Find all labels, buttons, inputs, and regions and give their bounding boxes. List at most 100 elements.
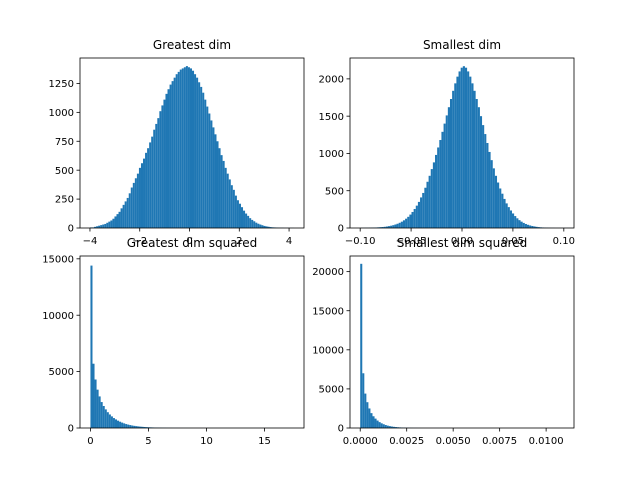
bar: [121, 422, 124, 428]
bar: [245, 213, 248, 228]
bar: [100, 402, 103, 428]
bar: [372, 416, 375, 428]
y-tick-label: 0: [338, 424, 344, 435]
bar: [94, 379, 97, 428]
bar: [439, 140, 442, 228]
bar: [420, 197, 423, 228]
bar: [139, 426, 142, 428]
bar: [368, 408, 371, 428]
x-tick-label: −2: [132, 236, 147, 247]
bar: [257, 223, 260, 228]
x-tick-label: 0: [186, 236, 192, 247]
bar: [381, 227, 384, 228]
x-tick-label: −0.05: [396, 236, 427, 247]
bar: [114, 419, 118, 428]
bar: [387, 226, 391, 228]
bar: [138, 167, 141, 228]
bar: [430, 169, 433, 228]
bar: [102, 224, 105, 228]
bar: [247, 215, 250, 228]
bar: [386, 425, 389, 428]
axes-frame: [349, 255, 575, 429]
bar: [390, 426, 393, 428]
bar: [175, 74, 178, 228]
bar: [123, 423, 126, 428]
bar: [116, 214, 119, 228]
bar: [147, 148, 150, 228]
bar: [449, 99, 453, 228]
bar: [98, 225, 101, 228]
bar: [165, 93, 168, 228]
bar: [96, 226, 99, 228]
subplot-3: 0 5 10 15 0 5000 10000 15000 Greatest dim square…: [42, 236, 305, 447]
bar: [192, 70, 195, 228]
bar: [533, 226, 536, 228]
bar: [127, 424, 130, 428]
bar: [407, 216, 410, 228]
bar: [454, 83, 457, 228]
chart-title: Smallest dim: [423, 38, 501, 52]
bar: [171, 81, 174, 229]
bar: [382, 424, 385, 428]
bar: [135, 426, 138, 428]
bar: [385, 226, 388, 228]
histogram-bars: [90, 265, 295, 428]
bar: [218, 148, 221, 228]
bar: [228, 179, 231, 228]
bar: [234, 195, 237, 228]
x-tick-label: 4: [286, 236, 292, 247]
bar: [473, 90, 476, 229]
bar: [422, 192, 425, 228]
chart-title: Smallest dim squared: [397, 236, 527, 250]
subplot-4: 0.0000 0.0025 0.0050 0.0075 0.0100 0 5000 10000…: [312, 236, 575, 447]
bar: [370, 413, 373, 428]
y-tick-label: 750: [55, 137, 74, 148]
x-tick-label: 5: [145, 436, 151, 447]
axes-frame: [79, 255, 305, 429]
bar: [161, 105, 164, 228]
bar: [374, 418, 377, 428]
bar: [222, 160, 225, 228]
bar: [509, 210, 512, 228]
bar: [379, 227, 382, 228]
x-tick-label: 15: [258, 436, 271, 447]
bar: [388, 426, 391, 428]
chart-title: Greatest dim squared: [127, 236, 258, 250]
bar: [447, 107, 450, 228]
x-tick-label: −0.10: [345, 236, 376, 247]
bar: [261, 225, 264, 228]
bar: [366, 402, 369, 428]
bar: [469, 76, 472, 228]
bar: [106, 222, 109, 228]
bar: [249, 218, 252, 228]
bar: [479, 116, 483, 228]
bar: [153, 129, 156, 228]
bar: [179, 69, 182, 228]
x-tick-label: 0.0100: [529, 436, 564, 447]
bar: [220, 155, 223, 228]
bar: [531, 225, 534, 228]
histogram-bars: [360, 66, 574, 229]
bar: [145, 152, 148, 228]
bar: [126, 197, 129, 228]
bar: [196, 77, 199, 228]
bar: [108, 414, 111, 428]
subplot-2: −0.10 −0.05 0.00 0.05 0.10 0 500 1000 1500 2000 Sm…: [319, 38, 575, 247]
y-tick-label: 15000: [312, 306, 344, 317]
histogram-bars: [360, 263, 565, 428]
bar: [204, 99, 207, 228]
bar: [505, 203, 508, 228]
bar: [181, 68, 184, 228]
y-tick-label: 10000: [42, 311, 74, 322]
bar: [194, 74, 197, 228]
bar: [112, 418, 115, 428]
bar: [445, 115, 448, 228]
bar: [118, 211, 121, 228]
bar: [396, 223, 399, 228]
bar: [173, 77, 176, 228]
bar: [189, 68, 192, 228]
bar: [524, 223, 527, 228]
bar: [265, 226, 268, 228]
bar: [398, 222, 401, 228]
